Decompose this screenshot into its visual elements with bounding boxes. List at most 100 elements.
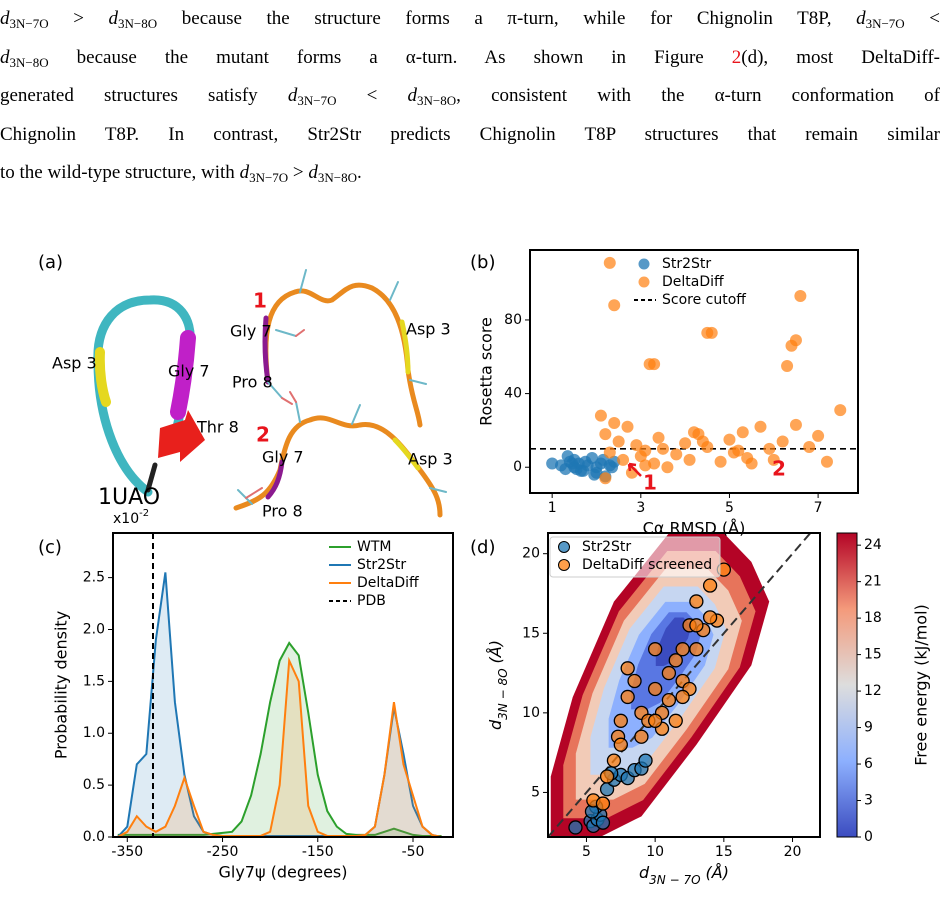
text-run: Chignolin T8P. In contrast, Str2Str pred…	[0, 123, 940, 145]
text-line: generated structures satisfy d3N−7O < d3…	[0, 77, 940, 116]
point	[668, 713, 683, 728]
point	[803, 440, 816, 453]
legend-label: DeltaDiff	[357, 575, 419, 591]
text-run: >	[48, 8, 109, 29]
point	[603, 256, 616, 269]
legend: WTM Str2Str DeltaDiff PDB	[329, 539, 419, 609]
y-tick-label: 5	[531, 784, 540, 800]
point	[648, 642, 663, 657]
y-axis-label: Rosetta score	[477, 317, 496, 426]
residue-label: Pro 8	[262, 502, 303, 521]
text-run: <	[904, 8, 940, 29]
panel-label: (c)	[38, 537, 62, 558]
panel-label: (b)	[470, 252, 495, 273]
colorbar-label: Free energy (kJ/mol)	[912, 604, 931, 766]
math-symbol: d	[0, 8, 10, 29]
math-subscript: 3N−7O	[297, 93, 337, 109]
point	[621, 420, 634, 433]
chart: (c) -350 -250 -150 -50 0.0 0.5 1.0 1.5 2.0 2.5 Gly7…	[38, 508, 454, 882]
point	[648, 681, 663, 697]
model-index: 1	[253, 289, 267, 313]
residue-label: Asp 3	[408, 450, 453, 469]
x-tick-label: 10	[646, 844, 664, 860]
plot-area: 12	[530, 256, 858, 495]
colorbar-tick-label: 6	[864, 756, 873, 772]
point	[599, 769, 615, 784]
point	[679, 437, 692, 450]
point	[617, 453, 630, 466]
figure-ref: 2	[731, 46, 742, 68]
point	[613, 737, 628, 752]
text-line: to the wild-type structure, with d3N−7O …	[0, 154, 940, 193]
text-run: .	[357, 162, 362, 184]
point	[656, 442, 669, 455]
math: d3N−8O	[0, 47, 49, 69]
point	[683, 453, 696, 466]
math-subscript: 3N−8O	[417, 93, 457, 109]
legend-label: WTM	[357, 539, 391, 555]
plot-area	[117, 533, 442, 838]
math-subscript: 3N−8O	[118, 16, 158, 31]
offset-base: x10	[113, 511, 139, 527]
colorbar-tick-label: 18	[864, 610, 882, 626]
math-symbol: d	[856, 8, 866, 29]
text-line: d3N−7O > d3N−8O because the structure fo…	[0, 0, 940, 39]
point	[639, 444, 652, 457]
point	[670, 448, 683, 461]
point	[736, 426, 749, 439]
residue-label: Thr 8	[196, 418, 239, 437]
point	[689, 594, 704, 609]
y-axis-label: Probability density	[52, 611, 71, 759]
density-line	[117, 641, 442, 837]
math-subscript: 3N−7O	[865, 16, 905, 31]
y-tick-label: 0	[513, 459, 522, 475]
point	[634, 729, 649, 744]
x-tick-label: -250	[207, 844, 239, 860]
colorbar-tick-label: 12	[864, 683, 882, 699]
area-fill	[117, 660, 442, 837]
y-tick-label: 20	[522, 546, 540, 562]
point	[696, 435, 709, 448]
point	[648, 358, 661, 371]
point	[723, 433, 736, 446]
math-subscript: 3N−8O	[317, 170, 357, 186]
legend-marker	[638, 258, 650, 270]
panel-label: (d)	[470, 537, 495, 558]
area-fill	[117, 642, 442, 837]
point	[675, 642, 690, 657]
text-run: (d), most DeltaDiff-	[741, 46, 941, 68]
point	[595, 815, 611, 830]
point	[789, 334, 802, 347]
y-tick-label: 2.0	[83, 621, 105, 637]
point	[608, 417, 621, 430]
axes-frame	[547, 532, 821, 838]
legend-marker	[638, 276, 650, 288]
label-symbol: d	[639, 863, 650, 882]
point	[627, 673, 642, 689]
point	[606, 461, 618, 474]
x-axis-label: Gly7ψ (degrees)	[218, 863, 347, 882]
legend-marker	[558, 541, 570, 553]
point	[620, 689, 635, 705]
x-tick-label: 1	[548, 500, 557, 516]
y-tick-label: 10	[522, 705, 540, 721]
colorbar	[836, 532, 858, 838]
label-unit: (Å)	[706, 863, 729, 882]
point	[630, 439, 643, 452]
offset-exponent: -2	[139, 508, 149, 519]
point	[648, 713, 663, 728]
point	[834, 404, 847, 417]
structure-name: 1UAO	[98, 485, 160, 510]
math-subscript: 3N−7O	[9, 16, 49, 31]
legend: Str2Str DeltaDiff Score cutoff	[634, 256, 746, 308]
math: d3N−8O	[408, 85, 457, 109]
point	[812, 429, 825, 442]
point	[763, 442, 776, 455]
point	[594, 409, 607, 422]
text-run: >	[288, 162, 309, 184]
math: d3N−7O	[288, 85, 337, 109]
math: d3N−7O	[240, 162, 289, 184]
panel-label: (a)	[38, 252, 63, 273]
